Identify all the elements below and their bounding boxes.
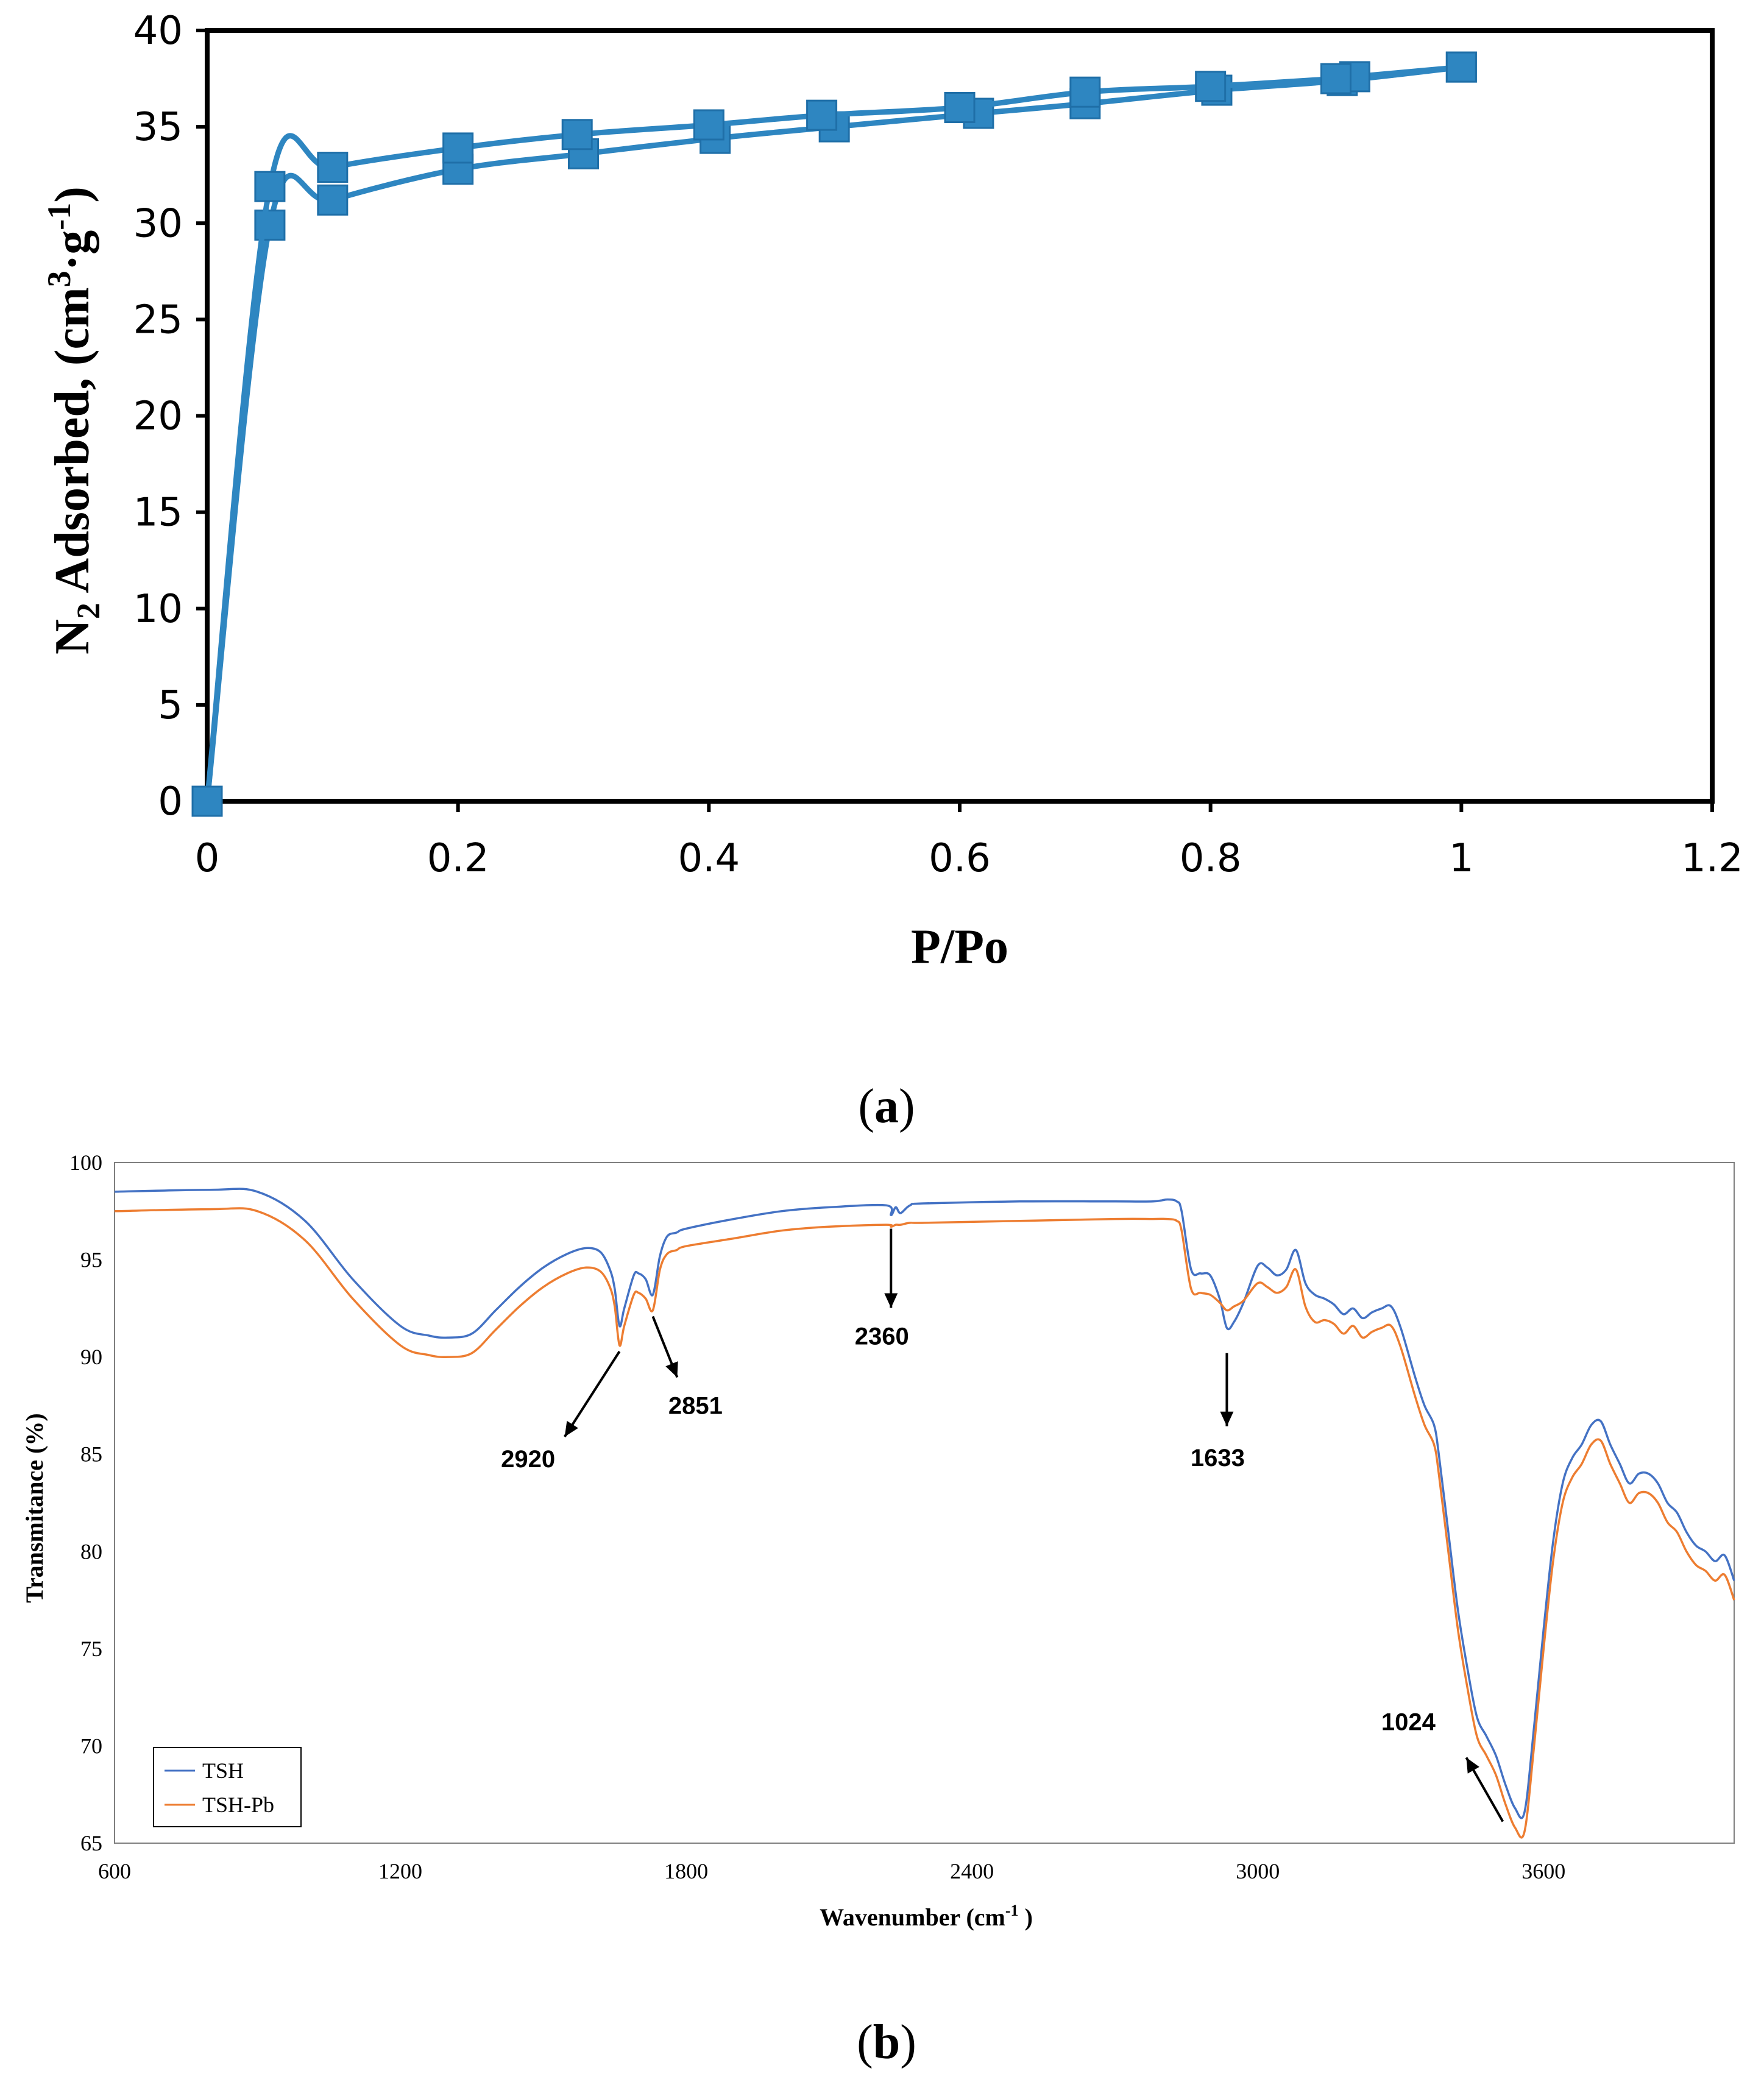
chart-a-plot-frame — [205, 28, 1715, 804]
annotation-label: 1633 — [1191, 1445, 1245, 1471]
chart-a-y-tick-label: 10 — [133, 587, 183, 632]
chart-a-y-tick-label: 40 — [133, 9, 183, 54]
chart-a-data-point — [693, 109, 724, 141]
chart-a-y-tick-label: 30 — [133, 201, 183, 246]
chart-a-x-tick-label: 0.6 — [929, 836, 991, 881]
chart-a-series-adsorption — [191, 51, 1477, 817]
chart-a-series-line — [204, 64, 1462, 802]
chart-b-annotation-1633: 1633 — [1191, 1353, 1245, 1471]
chart-b-annotation-2851: 2851 — [651, 1315, 723, 1420]
chart-a-y-tick-label: 20 — [133, 394, 183, 439]
chart-a-data-point — [561, 119, 593, 150]
chart-a-data-point — [944, 92, 976, 123]
chart-a-x-tick-label: 0.8 — [1180, 836, 1242, 881]
annotation-label: 2360 — [855, 1323, 909, 1350]
legend-label-tsh-pb: TSH-Pb — [202, 1793, 274, 1817]
chart-b-x-tick-label: 3600 — [1521, 1859, 1565, 1883]
annotation-arrow-head — [1220, 1411, 1234, 1426]
annotation-label: 2851 — [668, 1393, 723, 1420]
chart-b-y-tick-label: 80 — [80, 1539, 102, 1563]
chart-b-y-tick-label: 85 — [80, 1442, 102, 1467]
chart-b-annotation-1024: 1024 — [1381, 1708, 1504, 1822]
chart-b-x-tick-label: 600 — [98, 1859, 131, 1883]
legend-label-tsh: TSH — [202, 1758, 244, 1783]
chart-b-series-tsh — [114, 1188, 1735, 1819]
chart-b-series-tsh-pb — [114, 1207, 1735, 1839]
annotation-label: 2920 — [501, 1446, 555, 1473]
chart-a-data-point — [1445, 51, 1477, 83]
chart-a-caption: (a) — [858, 1080, 915, 1133]
chart-b-x-tick-label: 1200 — [378, 1859, 422, 1883]
chart-a-data-point — [1195, 71, 1227, 102]
chart-b-y-axis-title: Transmitance (%) — [21, 1413, 48, 1602]
chart-a-series-desorption — [191, 51, 1477, 817]
chart-a-data-point — [1069, 76, 1101, 108]
chart-a-x-tick-label: 0.4 — [678, 836, 740, 881]
chart-a-x-tick-label: 0.2 — [427, 836, 489, 881]
chart-a-data-point — [317, 184, 349, 216]
chart-b-y-tick-label: 65 — [80, 1831, 102, 1855]
annotation-arrow-head — [665, 1361, 678, 1378]
annotation-label: 1024 — [1381, 1708, 1436, 1735]
chart-b-y-tick-label: 90 — [80, 1345, 102, 1369]
chart-b-y-tick-label: 75 — [80, 1637, 102, 1661]
chart-a-x-axis-title: P/Po — [911, 920, 1008, 974]
chart-b-annotation-2920: 2920 — [501, 1350, 621, 1473]
chart-b-x-tick-label: 3000 — [1236, 1859, 1280, 1883]
chart-a-x-tick-label: 1 — [1449, 836, 1474, 881]
chart-a-series-line — [204, 64, 1462, 802]
chart-a-y-tick-label: 0 — [158, 779, 183, 824]
chart-b-annotation-2360: 2360 — [855, 1228, 909, 1350]
chart-a-y-tick-label: 5 — [158, 683, 183, 728]
chart-a-y-axis-title: N2 Adsorbed, (cm3·g-1) — [41, 186, 107, 654]
chart-a-x-tick-label: 1.2 — [1681, 836, 1743, 881]
chart-a-data-point — [1320, 63, 1351, 94]
chart-a-data-point — [254, 171, 286, 202]
chart-b-legend: TSH TSH-Pb — [153, 1747, 302, 1827]
chart-b: 65 70 75 80 85 90 95 100 600 1200 1800 2400 3000 3600… — [21, 1150, 1735, 2069]
chart-a-data-point — [806, 99, 838, 131]
chart-a-data-point — [442, 132, 474, 164]
chart-b-x-tick-label: 2400 — [950, 1859, 994, 1883]
annotation-arrow-head — [1466, 1757, 1479, 1774]
chart-b-y-tick-label: 70 — [80, 1733, 102, 1758]
chart-b-caption: (b) — [857, 2016, 916, 2069]
chart-b-y-tick-label: 100 — [69, 1150, 102, 1175]
chart-a: 0 5 10 15 20 25 30 35 40 0 0.2 0.4 0.6 0.8 1 1.2 P/Po N… — [41, 9, 1743, 1133]
chart-a-data-point — [191, 785, 223, 817]
annotation-arrow-line — [563, 1350, 621, 1438]
chart-b-x-axis-title: Wavenumber (cm-1 ) — [820, 1902, 1033, 1931]
chart-b-plot-frame — [114, 1162, 1735, 1844]
chart-b-y-tick-label: 95 — [80, 1248, 102, 1272]
chart-a-y-tick-label: 35 — [133, 105, 183, 150]
chart-b-x-tick-label: 1800 — [664, 1859, 708, 1883]
annotation-arrow-head — [564, 1420, 578, 1437]
chart-a-y-tick-label: 25 — [133, 297, 183, 342]
chart-a-data-point — [317, 152, 349, 183]
chart-a-y-tick-label: 15 — [133, 490, 183, 536]
legend-box — [153, 1747, 302, 1827]
annotation-arrow-head — [884, 1293, 898, 1308]
chart-a-x-tick-label: 0 — [195, 836, 220, 881]
